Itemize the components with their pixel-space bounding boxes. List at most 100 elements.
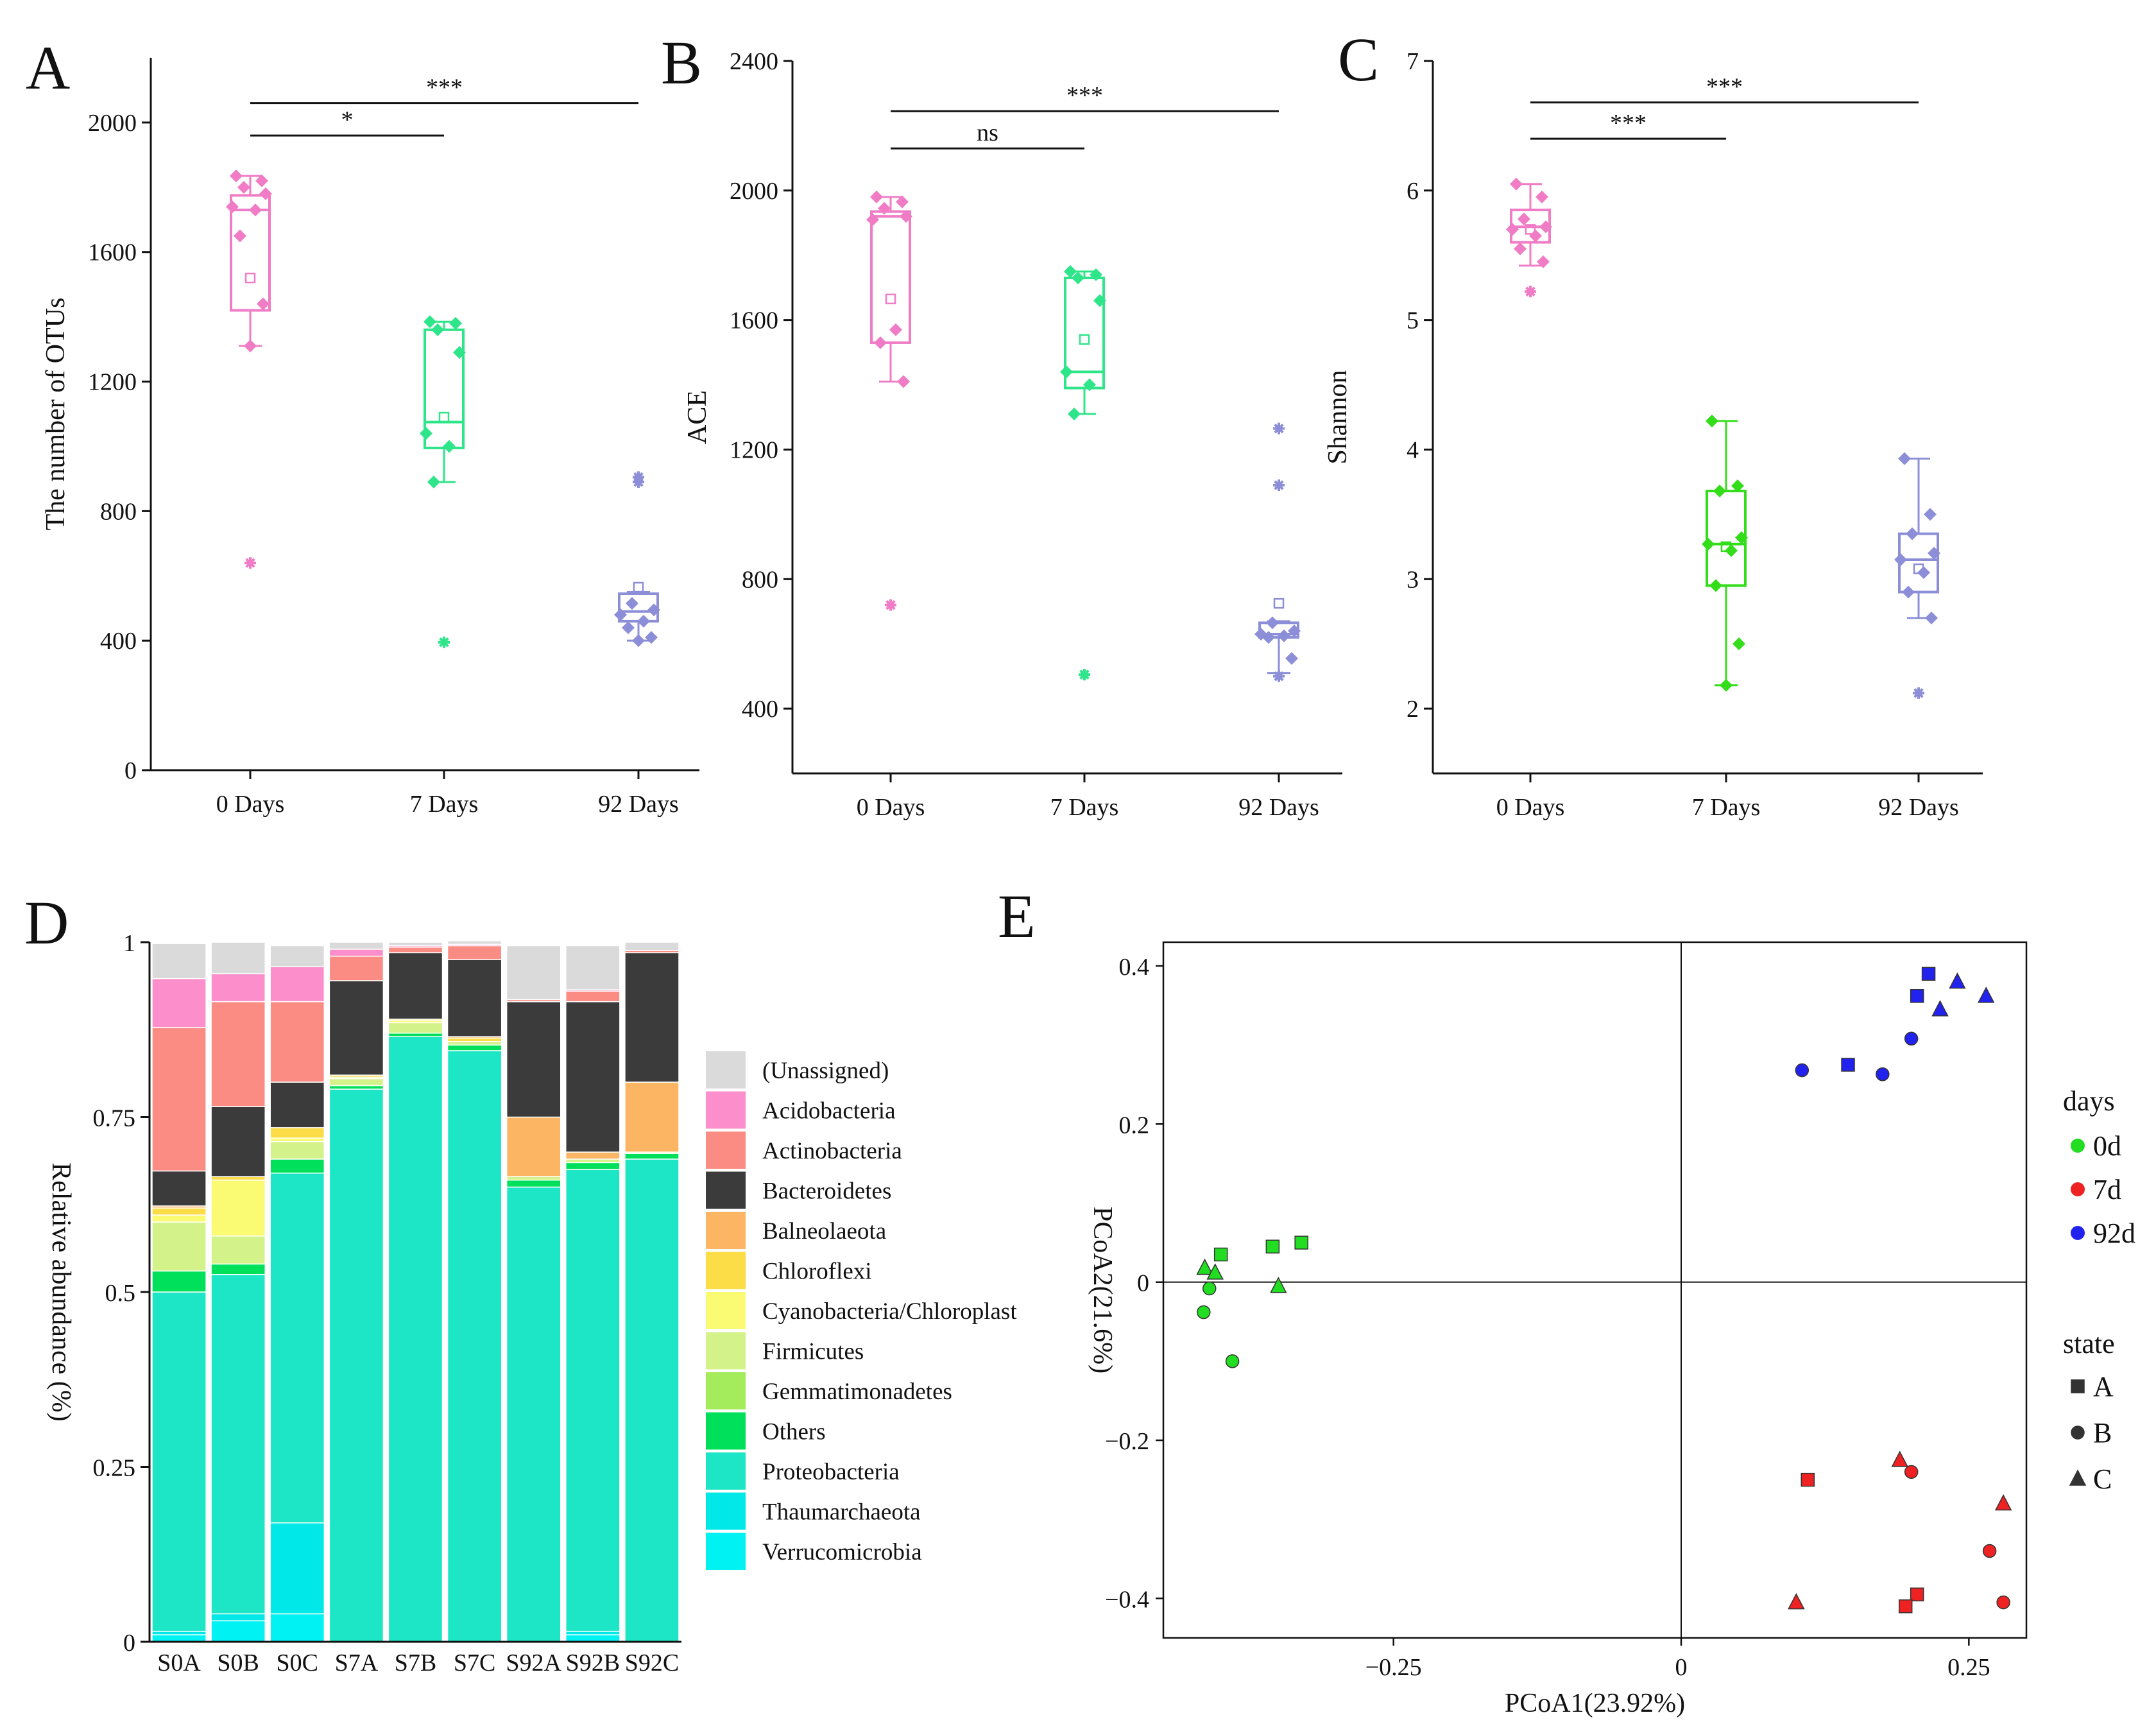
scatter-point bbox=[1841, 1058, 1855, 1072]
outlier-point bbox=[885, 599, 896, 611]
legend-title-state: state bbox=[2063, 1328, 2115, 1359]
box bbox=[870, 210, 911, 344]
y-tick-label: 2 bbox=[1407, 696, 1419, 723]
outlier-point bbox=[438, 636, 450, 648]
legend-state-marker bbox=[2071, 1379, 2085, 1393]
legend-swatch bbox=[706, 1212, 746, 1249]
bar-segment bbox=[270, 1613, 325, 1642]
x-tick-label: 7 Days bbox=[410, 791, 479, 818]
scatter-point bbox=[1994, 1494, 2012, 1511]
x-tick-label: 7 Days bbox=[1692, 794, 1761, 821]
legend-days-marker bbox=[2071, 1226, 2085, 1240]
panel-label-a: A bbox=[26, 33, 70, 102]
data-point bbox=[1702, 537, 1715, 551]
bar-segment bbox=[506, 1176, 561, 1181]
bar-segment bbox=[565, 1169, 620, 1632]
bar-segment bbox=[151, 1630, 207, 1635]
data-point bbox=[878, 202, 891, 215]
panel-b-ace-boxplot: 400 800 1200 1600 2000 2400 0 Days 7 Days 92 Day… bbox=[683, 48, 1342, 821]
x-tick-label: 7 Days bbox=[1050, 794, 1119, 821]
y-tick-label: 1 bbox=[123, 930, 135, 957]
data-point bbox=[1925, 611, 1938, 624]
data-point bbox=[449, 316, 462, 330]
data-point bbox=[420, 427, 432, 440]
scatter-point bbox=[1910, 989, 1924, 1003]
x-tick-label: S92B bbox=[566, 1649, 620, 1676]
bar-segment bbox=[329, 956, 384, 981]
data-point bbox=[1262, 631, 1275, 644]
plot-frame bbox=[1162, 941, 2028, 1639]
data-point bbox=[1529, 229, 1542, 243]
mean-marker bbox=[1525, 224, 1536, 235]
data-point bbox=[637, 614, 650, 628]
data-point bbox=[443, 440, 456, 453]
legend-state-marker bbox=[2069, 1469, 2087, 1486]
data-point bbox=[1917, 566, 1930, 580]
legend-swatch bbox=[706, 1051, 746, 1089]
panel-d-stacked-bar: S0A S0B S0C S7A S7B S7C S92A S92B S92C 0 0.25 0.5 0.… bbox=[46, 930, 1017, 1676]
y-tick-label: 0.2 bbox=[1119, 1112, 1150, 1139]
legend-label: Verrucomicrobia bbox=[762, 1539, 922, 1565]
legend-label: Bacteroidetes bbox=[762, 1178, 891, 1205]
bar-segment bbox=[210, 1106, 266, 1177]
data-point bbox=[866, 213, 879, 227]
outlier-point bbox=[1273, 422, 1285, 435]
legend-state-marker bbox=[2071, 1425, 2085, 1440]
x-tick-label: 0.25 bbox=[1947, 1654, 1990, 1681]
x-tick-label: 92 Days bbox=[598, 791, 679, 818]
scatter-point bbox=[1921, 967, 1936, 981]
data-point bbox=[1537, 255, 1550, 268]
data-point bbox=[431, 323, 444, 336]
x-tick-label: 0 bbox=[1675, 1654, 1688, 1681]
data-point bbox=[453, 346, 466, 359]
data-point bbox=[1735, 531, 1748, 544]
legend-swatch bbox=[706, 1452, 746, 1490]
scatter-point bbox=[1213, 1247, 1228, 1262]
legend-swatch bbox=[706, 1292, 746, 1329]
scatter-point bbox=[1270, 1277, 1287, 1293]
x-tick-label: 0 Days bbox=[216, 791, 285, 818]
bar-segment bbox=[270, 1172, 325, 1524]
legend-label: Firmicutes bbox=[762, 1339, 864, 1365]
significance-label: * bbox=[341, 107, 354, 133]
y-tick-label: 3 bbox=[1407, 566, 1419, 593]
data-point bbox=[1725, 544, 1738, 557]
panel-a-otu-boxplot: 0 400 800 1200 1600 2000 0 Days 7 Days 92 Days Th… bbox=[41, 58, 699, 818]
bar-segment bbox=[151, 943, 207, 979]
data-point bbox=[897, 375, 910, 388]
x-axis-label: PCoA1(23.92%) bbox=[1505, 1689, 1685, 1718]
y-axis-label: Shannon bbox=[1323, 370, 1353, 465]
outlier-point bbox=[1913, 687, 1924, 699]
legend-swatch bbox=[706, 1492, 746, 1530]
data-point bbox=[1928, 546, 1940, 560]
data-point bbox=[230, 169, 243, 183]
bar-segment bbox=[270, 966, 325, 1003]
y-tick-label: 0 bbox=[123, 1630, 135, 1657]
legend-swatch bbox=[706, 1132, 746, 1169]
data-point bbox=[1706, 415, 1718, 428]
bar-segment bbox=[210, 973, 266, 1003]
y-tick-label: 0 bbox=[124, 757, 137, 784]
data-point bbox=[622, 621, 635, 634]
bar-segment bbox=[447, 959, 502, 1037]
y-tick-label: 5 bbox=[1407, 307, 1419, 334]
bar-segment bbox=[388, 1022, 443, 1034]
scatter-point bbox=[1876, 1067, 1890, 1081]
x-tick-label: S0B bbox=[217, 1649, 259, 1676]
scatter-point bbox=[1801, 1472, 1815, 1487]
panel-e-pcoa-scatter: −0.25 0 0.25 −0.4 −0.2 0 0.2 0.4 PCoA1(23.92%) PC… bbox=[1088, 941, 2135, 1718]
bar-segment bbox=[447, 1041, 502, 1046]
bar-segment bbox=[270, 945, 325, 967]
y-tick-label: 800 bbox=[742, 566, 778, 593]
scatter-point bbox=[1982, 1544, 1997, 1558]
y-axis-label: The number of OTUs bbox=[41, 298, 71, 531]
data-point bbox=[237, 180, 250, 194]
data-point bbox=[1518, 212, 1530, 226]
x-tick-label: S92A bbox=[506, 1649, 561, 1676]
mean-marker bbox=[244, 272, 256, 284]
data-point bbox=[647, 603, 660, 617]
bar-segment bbox=[624, 1158, 680, 1642]
bar-segment bbox=[565, 1630, 620, 1635]
scatter-point bbox=[1202, 1281, 1217, 1296]
bar-segment bbox=[506, 1179, 561, 1188]
